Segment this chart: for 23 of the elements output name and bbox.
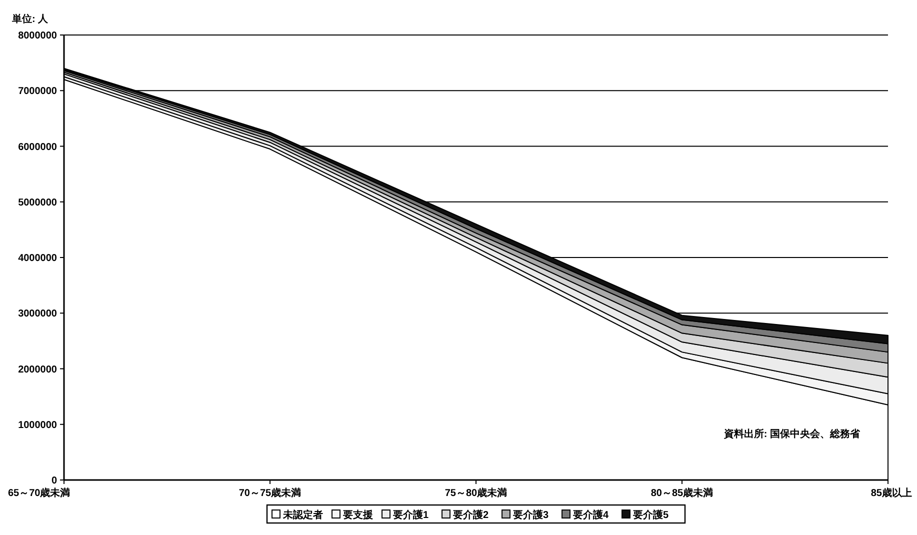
legend-label: 要介護2 <box>452 509 489 521</box>
y-tick-label: 4000000 <box>18 253 58 264</box>
y-tick-label: 8000000 <box>18 30 58 42</box>
y-tick-label: 3000000 <box>18 308 58 320</box>
x-tick-label: 65～70歳未満 <box>8 487 70 499</box>
legend-label: 要介護5 <box>632 509 669 521</box>
x-tick-label: 85歳以上 <box>870 487 912 499</box>
text: 単位: 人 <box>11 13 50 25</box>
x-tick-label: 80～85歳未満 <box>650 487 714 499</box>
x-tick-label: 75～80歳未満 <box>444 487 508 499</box>
y-tick-label: 6000000 <box>18 142 58 153</box>
x-tick-label: 70～75歳未満 <box>238 487 302 499</box>
y-tick-label: 2000000 <box>18 364 58 376</box>
y-tick-label: 0 <box>51 476 58 486</box>
annotation: 資料出所: 国保中央会、総務省 <box>722 428 861 440</box>
legend-label: 未認定者 <box>282 509 323 521</box>
legend-label: 要支援 <box>342 509 374 521</box>
legend-label: 要介護4 <box>572 509 609 521</box>
y-tick-label: 7000000 <box>18 86 58 98</box>
legend-label: 要介護3 <box>512 509 549 521</box>
legend-label: 要介護1 <box>392 509 429 521</box>
y-tick-label: 1000000 <box>18 420 58 431</box>
y-tick-label: 5000000 <box>18 197 58 208</box>
